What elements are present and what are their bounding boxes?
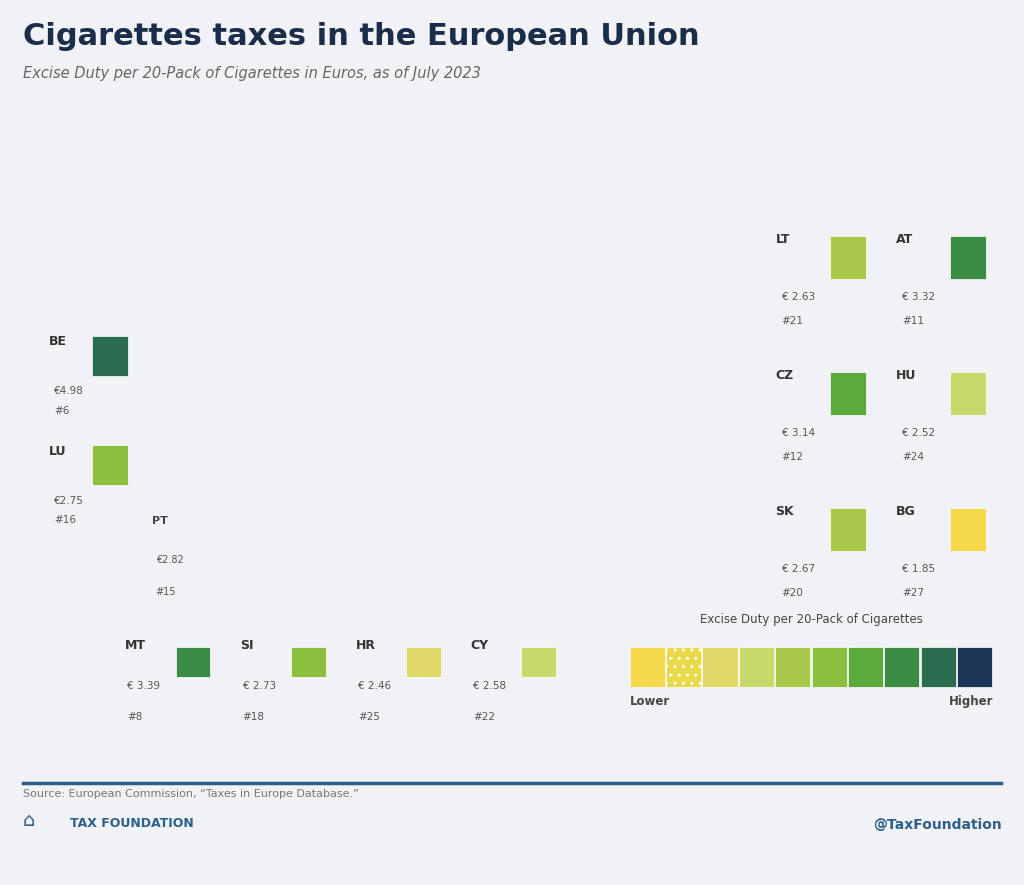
Text: #12: #12 <box>781 451 804 462</box>
Text: BG: BG <box>896 505 915 519</box>
Bar <box>407 647 441 677</box>
Text: CZ: CZ <box>775 369 794 382</box>
Bar <box>950 236 986 279</box>
Text: SK: SK <box>775 505 795 519</box>
Text: Cigarettes taxes in the European Union: Cigarettes taxes in the European Union <box>23 22 699 51</box>
Bar <box>956 647 992 688</box>
Text: #6: #6 <box>54 406 70 416</box>
Text: CY: CY <box>471 639 488 651</box>
Text: LT: LT <box>775 234 791 246</box>
Text: € 2.58: € 2.58 <box>473 681 506 691</box>
Bar <box>950 373 986 415</box>
Bar <box>775 647 810 688</box>
Bar <box>702 647 737 688</box>
Bar <box>630 647 665 688</box>
Text: € 2.52: € 2.52 <box>902 427 935 437</box>
Bar <box>521 647 556 677</box>
Bar <box>848 647 883 688</box>
Text: €2.75: €2.75 <box>54 496 84 505</box>
Text: Higher: Higher <box>949 695 993 707</box>
Bar <box>829 236 865 279</box>
Text: Excise Duty per 20-Pack of Cigarettes: Excise Duty per 20-Pack of Cigarettes <box>700 613 923 627</box>
Text: #20: #20 <box>781 588 804 597</box>
Bar <box>811 647 847 688</box>
Bar <box>92 445 128 485</box>
Text: €4.98: €4.98 <box>54 386 84 396</box>
Text: Excise Duty per 20-Pack of Cigarettes in Euros, as of July 2023: Excise Duty per 20-Pack of Cigarettes in… <box>23 66 480 81</box>
Bar <box>739 647 774 688</box>
Text: @TaxFoundation: @TaxFoundation <box>872 818 1001 832</box>
Text: #24: #24 <box>902 451 924 462</box>
Text: #15: #15 <box>156 587 176 597</box>
Text: #25: #25 <box>358 712 380 722</box>
Bar <box>884 647 920 688</box>
Text: SI: SI <box>241 639 254 651</box>
Bar <box>176 647 211 677</box>
Bar <box>829 373 865 415</box>
Text: TAX FOUNDATION: TAX FOUNDATION <box>70 817 194 830</box>
Text: #21: #21 <box>781 316 804 326</box>
Text: € 2.67: € 2.67 <box>781 564 815 573</box>
Text: € 3.32: € 3.32 <box>902 292 935 302</box>
Text: HR: HR <box>355 639 376 651</box>
Bar <box>950 508 986 550</box>
Text: € 2.46: € 2.46 <box>358 681 391 691</box>
Text: #22: #22 <box>473 712 495 722</box>
Bar <box>829 508 865 550</box>
Text: #8: #8 <box>127 712 143 722</box>
Text: BE: BE <box>49 335 68 349</box>
Text: #16: #16 <box>54 515 76 525</box>
Text: HU: HU <box>896 369 916 382</box>
Text: MT: MT <box>125 639 146 651</box>
Text: € 2.73: € 2.73 <box>243 681 275 691</box>
Text: € 1.85: € 1.85 <box>902 564 935 573</box>
Text: € 3.14: € 3.14 <box>781 427 815 437</box>
Text: Source: European Commission, “Taxes in Europe Database.”: Source: European Commission, “Taxes in E… <box>23 789 358 799</box>
Text: € 3.39: € 3.39 <box>127 681 161 691</box>
Bar <box>92 335 128 376</box>
Bar <box>291 647 326 677</box>
Text: #27: #27 <box>902 588 924 597</box>
Text: € 2.63: € 2.63 <box>781 292 815 302</box>
Text: #11: #11 <box>902 316 924 326</box>
Text: ⌂: ⌂ <box>23 812 35 830</box>
Text: AT: AT <box>896 234 913 246</box>
Text: Lower: Lower <box>630 695 670 707</box>
Bar <box>666 647 701 688</box>
Text: #18: #18 <box>243 712 264 722</box>
Text: LU: LU <box>49 444 67 458</box>
Text: PT: PT <box>152 516 168 526</box>
Bar <box>921 647 955 688</box>
Text: €2.82: €2.82 <box>156 555 183 566</box>
